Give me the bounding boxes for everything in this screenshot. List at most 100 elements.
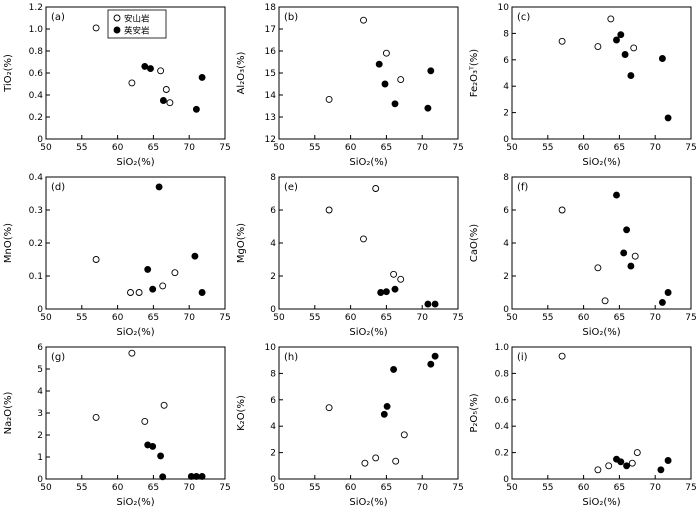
x-axis-label: SiO₂(%) <box>349 497 387 508</box>
scatter-point-open-circle <box>325 206 333 214</box>
scatter-point-open-circle <box>128 79 136 87</box>
panel-label: (g) <box>51 352 65 363</box>
scatter-point-open-circle <box>594 43 602 51</box>
y-axis-label: TiO₂(%) <box>3 54 14 93</box>
scatter-point-open-circle <box>390 270 398 278</box>
panel-label: (b) <box>284 12 298 23</box>
scatter-point-filled-circle <box>192 105 200 113</box>
scatter-chart-svg: 50 55 60 65 70 75 0 0.2 0.4 0.6 0.8 1.0 1.2 SiO₂(%) Ti… <box>3 3 231 168</box>
x-tick-label: 75 <box>685 313 696 323</box>
scatter-point-filled-circle <box>147 65 154 73</box>
x-tick-label: 70 <box>649 483 661 493</box>
y-tick-label: 3 <box>37 409 43 419</box>
scatter-point-filled-circle <box>620 249 628 257</box>
y-tick-label: 0 <box>37 135 43 145</box>
scatter-point-open-circle <box>558 206 566 214</box>
x-tick-label: 75 <box>452 483 463 493</box>
x-tick-label: 60 <box>112 483 124 493</box>
scatter-point-filled-circle <box>627 262 635 270</box>
scatter-point-filled-circle <box>149 285 157 293</box>
scatter-point-open-circle <box>400 431 408 439</box>
legend-filled-circle-icon <box>113 26 121 34</box>
scatter-point-filled-circle <box>155 183 163 191</box>
x-tick-label: 60 <box>345 483 357 493</box>
scatter-point-filled-circle <box>658 298 666 306</box>
x-tick-label: 50 <box>273 143 285 153</box>
scatter-chart-svg: 50 55 60 65 70 75 0 1 2 3 4 5 6 SiO₂(%) Na₂O(%) (g) <box>3 343 231 508</box>
y-tick-label: 2 <box>270 272 276 282</box>
x-tick-label: 65 <box>381 313 392 323</box>
x-axis-label: SiO₂(%) <box>116 157 154 168</box>
scatter-point-open-circle <box>157 67 165 75</box>
plot-frame <box>45 346 226 480</box>
legend-open-circle-icon <box>113 14 121 22</box>
y-axis-label: P₂O₅(%) <box>469 393 480 432</box>
x-tick-label: 75 <box>219 143 230 153</box>
panel-f: 50 55 60 65 70 75 0 2 4 6 8 SiO₂(%) CaO(%) (f) <box>466 171 699 341</box>
scatter-point-filled-circle <box>141 62 149 70</box>
scatter-point-open-circle <box>372 454 380 462</box>
y-tick-label: 0 <box>37 475 43 485</box>
y-tick-label: 8 <box>270 369 276 379</box>
scatter-point-open-circle <box>141 417 149 425</box>
plot-frame <box>511 6 692 140</box>
panel-label: (c) <box>517 12 530 23</box>
x-tick-label: 70 <box>416 313 428 323</box>
scatter-point-open-circle <box>633 449 641 457</box>
y-tick-label: 4 <box>37 387 43 397</box>
y-tick-label: 13 <box>265 113 276 123</box>
scatter-point-filled-circle <box>427 67 435 75</box>
x-tick-label: 70 <box>649 313 661 323</box>
x-tick-label: 70 <box>183 483 195 493</box>
panel-label: (h) <box>284 352 298 363</box>
y-tick-label: 0 <box>37 305 43 315</box>
x-tick-label: 70 <box>183 313 195 323</box>
x-tick-label: 50 <box>40 313 52 323</box>
y-tick-label: 6 <box>503 56 509 66</box>
scatter-point-filled-circle <box>613 36 620 44</box>
x-tick-label: 50 <box>273 483 285 493</box>
x-tick-label: 50 <box>506 483 518 493</box>
scatter-point-filled-circle <box>658 55 666 62</box>
y-tick-label: 4 <box>270 239 276 249</box>
x-tick-label: 70 <box>416 143 428 153</box>
scatter-chart-svg: 50 55 60 65 70 75 0 2 4 6 8 SiO₂(%) MgO(%) (e) <box>236 173 464 338</box>
y-tick-label: 0 <box>270 305 276 315</box>
x-tick-label: 65 <box>148 483 159 493</box>
scatter-point-open-circle <box>605 462 613 470</box>
x-tick-label: 60 <box>578 313 590 323</box>
x-axis-label: SiO₂(%) <box>582 157 620 168</box>
y-tick-label: 2 <box>270 449 276 459</box>
scatter-point-open-circle <box>630 44 638 52</box>
scatter-point-filled-circle <box>623 226 631 234</box>
scatter-point-filled-circle <box>192 472 200 480</box>
scatter-point-open-circle <box>601 297 609 305</box>
scatter-point-filled-circle <box>383 402 391 410</box>
y-tick-label: 0.2 <box>495 449 509 459</box>
scatter-point-open-circle <box>628 459 636 467</box>
scatter-point-open-circle <box>392 457 400 465</box>
x-tick-label: 55 <box>542 143 553 153</box>
scatter-chart-svg: 50 55 60 65 70 75 12 13 14 15 16 17 18 SiO₂(%) Al₂O₃(%… <box>236 3 464 168</box>
x-axis-label: SiO₂(%) <box>349 157 387 168</box>
scatter-chart-svg: 50 55 60 65 70 75 0 2 4 6 8 10 SiO₂(%) K₂O(%) (h) <box>236 343 464 508</box>
x-tick-label: 75 <box>685 143 696 153</box>
x-tick-label: 50 <box>40 143 52 153</box>
scatter-point-filled-circle <box>623 462 631 470</box>
y-axis-label: K₂O(%) <box>236 395 247 431</box>
plot-frame <box>511 176 692 310</box>
panel-i: 50 55 60 65 70 75 0 0.2 0.4 0.6 0.8 1.0 SiO₂(%) P₂O₅(… <box>466 341 699 511</box>
panel-d: 50 55 60 65 70 75 0 0.1 0.2 0.3 0.4 SiO₂(%) MnO(%) (d… <box>0 171 233 341</box>
y-tick-label: 0.6 <box>495 396 510 406</box>
scatter-chart-svg: 50 55 60 65 70 75 0 0.1 0.2 0.3 0.4 SiO₂(%) MnO(%) (d… <box>3 173 231 338</box>
scatter-point-open-circle <box>558 37 566 45</box>
scatter-point-filled-circle <box>375 60 383 68</box>
y-tick-label: 0.4 <box>29 91 44 101</box>
x-tick-label: 75 <box>452 143 463 153</box>
scatter-point-open-circle <box>361 459 369 467</box>
scatter-point-open-circle <box>397 76 405 84</box>
scatter-point-filled-circle <box>617 458 625 466</box>
scatter-point-open-circle <box>372 185 380 192</box>
x-tick-label: 75 <box>685 483 696 493</box>
y-tick-label: 2 <box>503 272 509 282</box>
